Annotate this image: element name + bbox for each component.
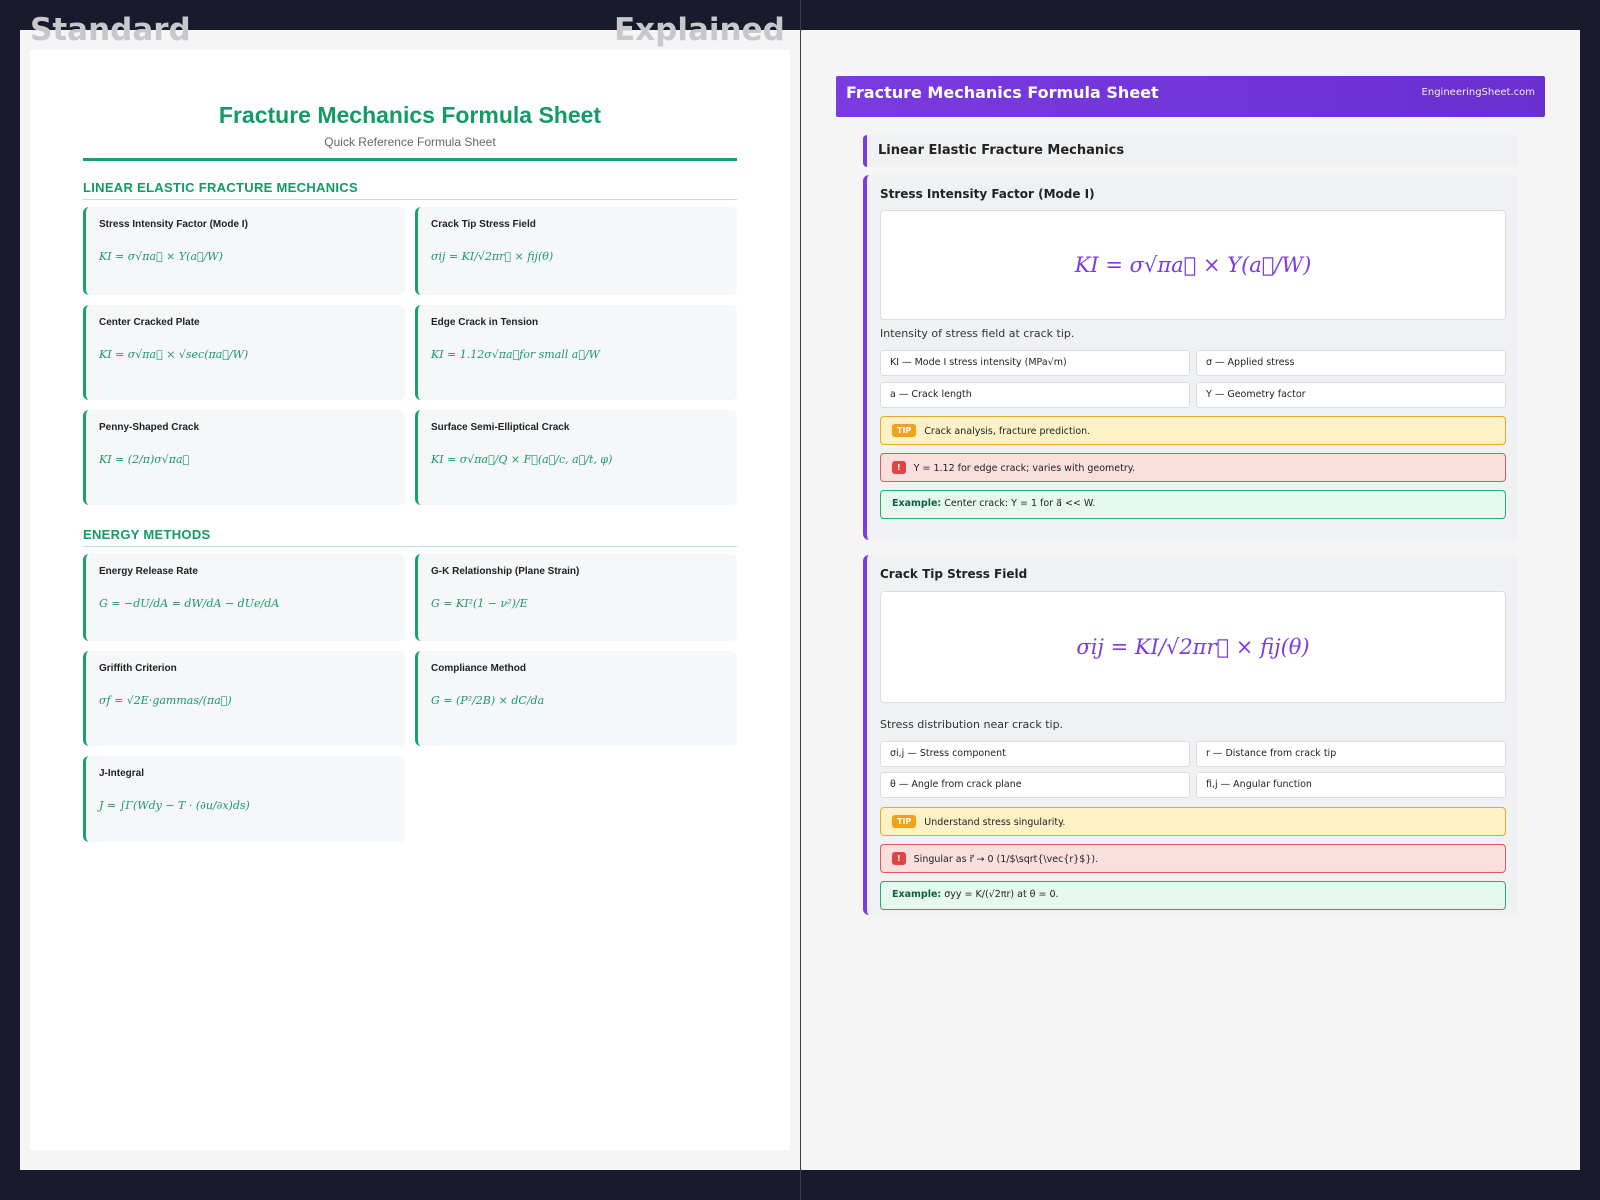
section-title-lefm: LINEAR ELASTIC FRACTURE MECHANICS bbox=[83, 180, 737, 200]
banner-title: Fracture Mechanics Formula Sheet bbox=[846, 83, 1159, 102]
formula-card-formula: σf = √2E·gammas/(πa⃗) bbox=[99, 694, 232, 707]
variable-item: KI — Mode I stress intensity (MPa√m) bbox=[880, 350, 1190, 376]
example-box: Example: σyy = K/(√2πr) at θ = 0. bbox=[880, 881, 1506, 910]
formula-card-title: Crack Tip Stress Field bbox=[431, 219, 536, 230]
variable-item: a — Crack length bbox=[880, 382, 1190, 408]
formula-card: Energy Release Rate G = −dU/dA = dW/dA −… bbox=[83, 554, 405, 641]
tip-text: Crack analysis, fracture prediction. bbox=[924, 426, 1091, 437]
formula-card: G-K Relationship (Plane Strain) G = KI²(… bbox=[415, 554, 737, 641]
tip-box: TIP Understand stress singularity. bbox=[880, 807, 1506, 836]
standard-page[interactable]: Fracture Mechanics Formula Sheet Quick R… bbox=[30, 50, 790, 1150]
variable-item: σ — Applied stress bbox=[1196, 350, 1506, 376]
formula-card-formula: KI = σ√πa⃗ × Y(a⃗/W) bbox=[99, 250, 223, 263]
banner: Fracture Mechanics Formula Sheet Enginee… bbox=[836, 76, 1545, 117]
formula-card: Surface Semi-Elliptical Crack KI = σ√πa⃗… bbox=[415, 410, 737, 505]
formula-card: J-Integral J = ∫Γ(Wdy − T · (∂u/∂x)ds) bbox=[83, 756, 405, 842]
card-description: Stress distribution near crack tip. bbox=[880, 718, 1064, 731]
formula-card-title: Griffith Criterion bbox=[99, 663, 177, 674]
tip-tag: TIP bbox=[892, 424, 917, 437]
header-divider bbox=[83, 158, 737, 161]
tip-box: TIP Crack analysis, fracture prediction. bbox=[880, 416, 1506, 445]
example-box: Example: Center crack: Y = 1 for a⃗ << W… bbox=[880, 490, 1506, 519]
example-text: Center crack: Y = 1 for a⃗ << W. bbox=[944, 498, 1096, 509]
standard-panel: Fracture Mechanics Formula Sheet Quick R… bbox=[20, 30, 800, 1170]
tip-text: Understand stress singularity. bbox=[924, 817, 1066, 828]
explained-formula-card: Stress Intensity Factor (Mode I) KI = σ√… bbox=[863, 175, 1519, 540]
panel-label-explained: Explained bbox=[614, 12, 785, 48]
formula-card: Compliance Method G = (P²/2B) × dC/da bbox=[415, 651, 737, 746]
warning-box: ! Singular as r⃗ → 0 (1/$\sqrt{\vec{r}$})… bbox=[880, 844, 1506, 873]
warning-icon: ! bbox=[892, 461, 906, 474]
formula-box: KI = σ√πa⃗ × Y(a⃗/W) bbox=[880, 210, 1506, 320]
variable-item: fi,j — Angular function bbox=[1196, 772, 1506, 798]
tip-tag: TIP bbox=[892, 815, 917, 828]
warning-text: Y = 1.12 for edge crack; varies with geo… bbox=[913, 463, 1136, 474]
explained-formula-card: Crack Tip Stress Field σij = KI/√2πr⃗ × … bbox=[863, 555, 1519, 915]
section-title-energy: ENERGY METHODS bbox=[83, 527, 737, 547]
explained-panel[interactable]: Fracture Mechanics Formula Sheet Enginee… bbox=[801, 30, 1580, 1170]
formula-card: Stress Intensity Factor (Mode I) KI = σ√… bbox=[83, 207, 405, 295]
example-label: Example: bbox=[892, 889, 942, 900]
formula: σij = KI/√2πr⃗ × fij(θ) bbox=[1076, 635, 1310, 659]
formula-card-title: Stress Intensity Factor (Mode I) bbox=[99, 219, 248, 230]
section-header: Linear Elastic Fracture Mechanics bbox=[863, 135, 1519, 167]
variable-item: r — Distance from crack tip bbox=[1196, 741, 1506, 767]
formula-card-formula: G = (P²/2B) × dC/da bbox=[431, 694, 545, 707]
formula-card-formula: G = −dU/dA = dW/dA − dUe/dA bbox=[99, 597, 280, 610]
panel-label-standard: Standard bbox=[30, 12, 191, 48]
formula-card-title: Compliance Method bbox=[431, 663, 527, 674]
warning-icon: ! bbox=[892, 852, 906, 865]
formula-card: Penny-Shaped Crack KI = (2/π)σ√πa⃗ bbox=[83, 410, 405, 505]
formula-card-title: Edge Crack in Tension bbox=[431, 317, 539, 328]
example-text: σyy = K/(√2πr) at θ = 0. bbox=[944, 889, 1059, 900]
sheet-header: Fracture Mechanics Formula Sheet Quick R… bbox=[83, 102, 737, 149]
formula-card-formula: KI = σ√πa⃗ × √sec(πa⃗/W) bbox=[99, 348, 249, 361]
formula-card-formula: KI = σ√πa⃗/Q × F⃗(a⃗/c, a⃗/t, φ) bbox=[431, 453, 613, 466]
variable-item: θ — Angle from crack plane bbox=[880, 772, 1190, 798]
sheet-subtitle: Quick Reference Formula Sheet bbox=[324, 135, 496, 149]
formula-card: Crack Tip Stress Field σij = KI/√2πr⃗ × … bbox=[415, 207, 737, 295]
formula-card: Center Cracked Plate KI = σ√πa⃗ × √sec(π… bbox=[83, 305, 405, 400]
formula-card-formula: G = KI²(1 − ν²)/E bbox=[431, 597, 528, 610]
formula-card-title: Center Cracked Plate bbox=[99, 317, 200, 328]
warning-text: Singular as r⃗ → 0 (1/$\sqrt{\vec{r}$}). bbox=[913, 854, 1099, 865]
formula-card-title: Penny-Shaped Crack bbox=[99, 422, 200, 433]
formula-card-title: Energy Release Rate bbox=[99, 566, 198, 577]
card-description: Intensity of stress field at crack tip. bbox=[880, 327, 1075, 340]
panel-divider bbox=[800, 0, 801, 1200]
site-name: EngineeringSheet.com bbox=[1421, 87, 1535, 98]
formula: KI = σ√πa⃗ × Y(a⃗/W) bbox=[1074, 253, 1312, 277]
formula-box: σij = KI/√2πr⃗ × fij(θ) bbox=[880, 591, 1506, 703]
formula-card-formula: KI = 1.12σ√πa⃗for small a⃗/W bbox=[431, 348, 600, 361]
example-label: Example: bbox=[892, 498, 942, 509]
formula-card: Griffith Criterion σf = √2E·gammas/(πa⃗) bbox=[83, 651, 405, 746]
formula-card-title: G-K Relationship (Plane Strain) bbox=[431, 566, 580, 577]
formula-card-title: J-Integral bbox=[99, 768, 145, 779]
warning-box: ! Y = 1.12 for edge crack; varies with ge… bbox=[880, 453, 1506, 482]
formula-card-formula: σij = KI/√2πr⃗ × fij(θ) bbox=[431, 250, 554, 263]
formula-card-title: Surface Semi-Elliptical Crack bbox=[431, 422, 570, 433]
card-title: Crack Tip Stress Field bbox=[880, 567, 1028, 581]
card-title: Stress Intensity Factor (Mode I) bbox=[880, 187, 1095, 201]
formula-card: Edge Crack in Tension KI = 1.12σ√πa⃗for … bbox=[415, 305, 737, 400]
formula-card-formula: J = ∫Γ(Wdy − T · (∂u/∂x)ds) bbox=[99, 799, 250, 812]
sheet-title: Fracture Mechanics Formula Sheet bbox=[218, 102, 602, 128]
variable-item: σi,j — Stress component bbox=[880, 741, 1190, 767]
formula-card-formula: KI = (2/π)σ√πa⃗ bbox=[99, 453, 190, 466]
variable-item: Y — Geometry factor bbox=[1196, 382, 1506, 408]
section-title: Linear Elastic Fracture Mechanics bbox=[878, 143, 1125, 158]
